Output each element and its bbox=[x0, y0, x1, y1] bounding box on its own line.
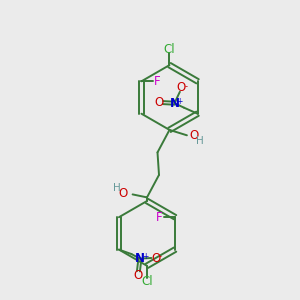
Text: O: O bbox=[176, 81, 186, 94]
Text: O: O bbox=[151, 251, 160, 265]
Text: O: O bbox=[118, 187, 127, 200]
Text: O: O bbox=[189, 129, 199, 142]
Text: +: + bbox=[142, 252, 148, 261]
Text: +: + bbox=[177, 97, 183, 106]
Text: Cl: Cl bbox=[164, 43, 175, 56]
Text: N: N bbox=[169, 97, 179, 110]
Text: O: O bbox=[134, 269, 143, 282]
Text: H: H bbox=[113, 183, 121, 194]
Text: F: F bbox=[154, 75, 160, 88]
Text: -: - bbox=[159, 252, 162, 261]
Text: F: F bbox=[156, 211, 163, 224]
Text: H: H bbox=[196, 136, 204, 146]
Text: N: N bbox=[135, 252, 145, 265]
Text: -: - bbox=[185, 82, 188, 91]
Text: Cl: Cl bbox=[141, 275, 153, 288]
Text: O: O bbox=[154, 96, 164, 109]
